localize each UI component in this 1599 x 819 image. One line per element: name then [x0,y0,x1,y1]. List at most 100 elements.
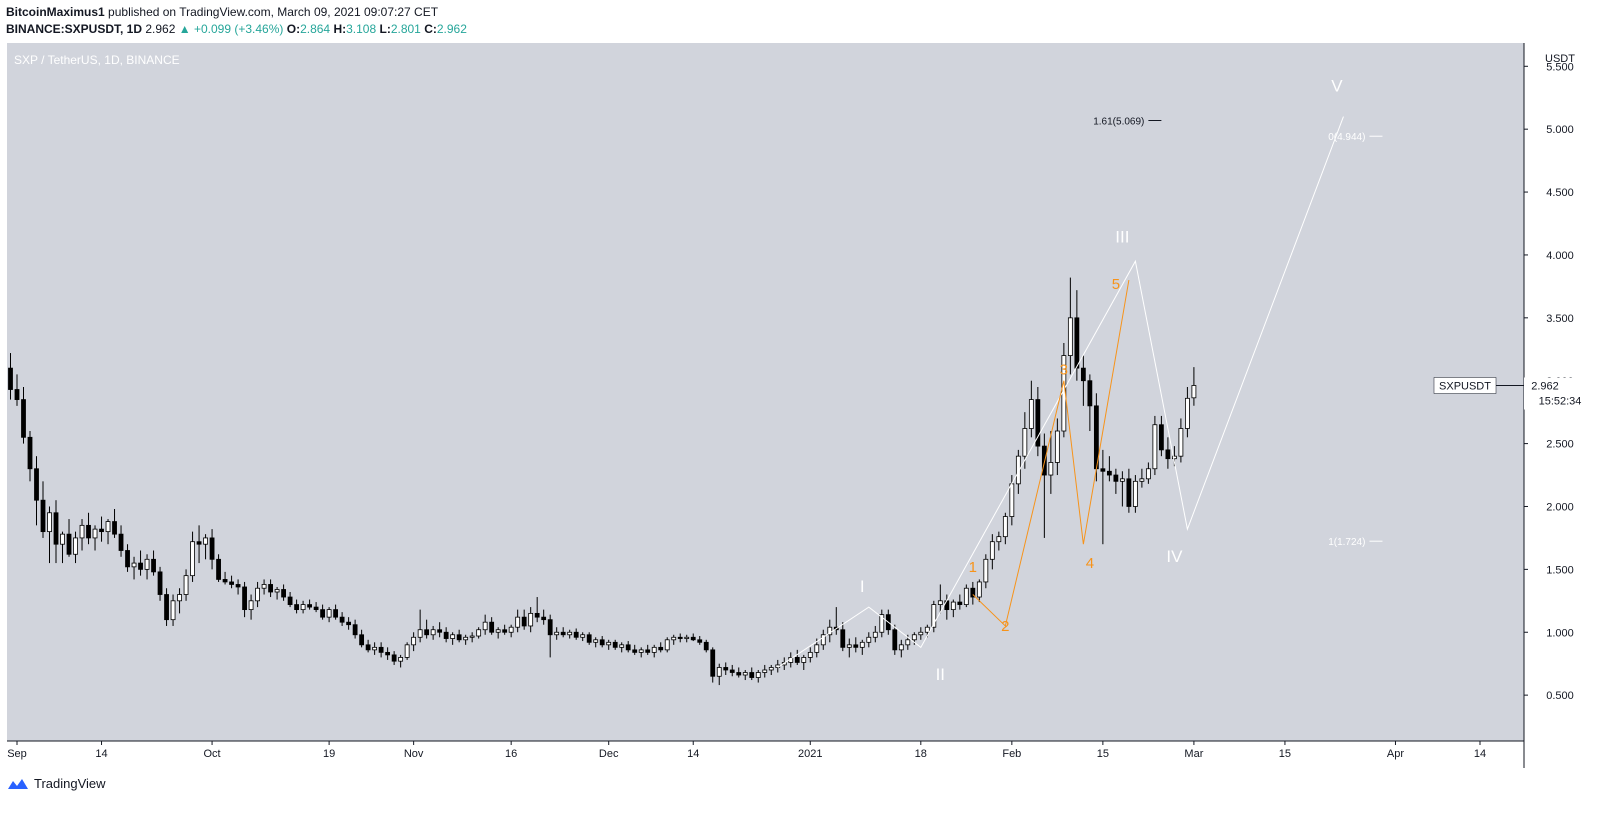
candle-body [1139,478,1145,482]
candle-body [482,621,488,631]
candle-body [463,636,469,641]
candle-body [385,651,391,656]
candle-body [281,589,286,598]
last-price: 2.962 [145,22,176,36]
candle-body [651,646,657,653]
candle-body [684,636,690,639]
open-value: 2.864 [300,22,331,36]
high-label: H: [333,22,347,36]
time-tick-label: Oct [204,748,221,760]
candle-body [118,533,124,551]
candle-body [697,639,703,643]
candle-body [352,624,358,636]
current-price-box [1524,377,1599,410]
candle-body [411,636,417,646]
candle-body [593,639,599,643]
candle-body [567,631,573,636]
candle-body [430,629,436,636]
time-tick-label: 18 [915,748,927,760]
candle-body [14,389,20,400]
candle-body [625,644,631,651]
candle-body [853,644,859,648]
candle-body [528,612,534,627]
candle-body [47,512,52,533]
price-tick-label: 4.000 [1546,250,1574,262]
candle-body [404,644,410,658]
price-tick-label: 1.000 [1546,627,1574,639]
candle-body [1022,428,1028,457]
candle-body [255,587,260,602]
candle-body [1015,455,1021,485]
candle-body [1185,397,1190,429]
time-tick-label: Dec [599,748,619,760]
candle-body [203,537,208,545]
wave-label: II [936,665,945,684]
candle-body [638,649,644,653]
candle-body [612,641,618,648]
wave-line [972,280,1130,627]
time-tick-label: 14 [95,748,107,760]
candle-body [60,533,65,545]
low-label: L: [379,22,391,36]
fib-label: 0(4.944) [1328,132,1365,143]
wave-label: V [1331,76,1343,95]
candle-body [268,584,273,593]
candle-body [827,626,833,636]
candle-body [950,601,956,611]
candle-body [21,399,26,438]
candle-body [1048,462,1054,476]
candle-body [1002,516,1008,538]
wave-label: 5 [1112,276,1120,293]
candle-body [937,600,943,605]
candle-body [495,629,501,633]
change-up-icon: ▲ [178,22,191,36]
high-value: 3.108 [346,22,377,36]
current-price-label: 2.962 [1531,380,1559,392]
chart-pane[interactable] [7,43,1524,741]
candle-body [580,634,586,638]
candle-body [138,562,143,570]
candle-body [1165,449,1171,460]
candle-body [1145,468,1151,480]
candle-body [1080,367,1086,382]
candle-body [307,604,313,608]
candle-body [898,644,904,651]
candle-body [996,536,1002,543]
price-tick-label: 0.500 [1546,690,1574,702]
candle-body [1126,478,1132,507]
time-tick-label: Feb [1002,748,1021,760]
candle-body [339,616,345,623]
open-label: O: [286,22,301,36]
candle-body [222,579,228,583]
candle-body [872,631,878,638]
candle-body [424,629,430,636]
fib-label: 1.61(5.069) [1093,116,1144,127]
candle-body [346,621,352,626]
time-axis[interactable] [7,741,1524,768]
candle-body [664,639,670,651]
candle-body [814,644,820,653]
candle-body [970,587,976,598]
wave-lines [777,116,1344,668]
time-tick-label: Nov [404,748,424,760]
candle-body [1178,428,1184,457]
candle-body [586,634,592,643]
footer[interactable]: TradingView [6,776,106,791]
candle-body [976,581,982,598]
candle-body [840,629,846,648]
candle-body [164,594,169,621]
author-name[interactable]: BitcoinMaximus1 [6,5,105,19]
candle-body [1074,317,1080,369]
candle-body [229,581,234,585]
candle-body [105,521,111,533]
bar-countdown-label: 15:52:34 [1539,395,1582,407]
candle-body [40,499,46,533]
candle-body [372,646,378,651]
candle-body [645,649,651,653]
candle-body [8,367,13,390]
candle-body [378,646,384,653]
candle-body [1106,470,1112,476]
candle-body [983,558,989,583]
candle-body [820,634,826,646]
